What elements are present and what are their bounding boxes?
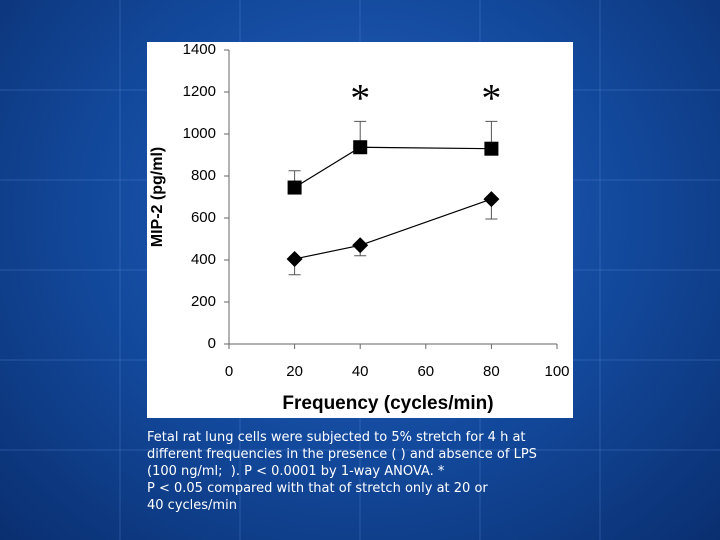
caption: Fetal rat lung cells were subjected to 5… [147,429,587,514]
y-tick-label: 0 [208,335,216,352]
x-tick-label: 80 [483,363,500,380]
x-axis-label: Frequency (cycles/min) [282,393,493,414]
annotation: * [481,76,501,121]
x-tick-label: 100 [544,363,569,380]
x-tick-label: 40 [352,363,369,380]
caption-line: P < 0.05 compared with that of stretch o… [147,481,488,496]
y-tick-label: 800 [191,167,216,184]
caption-line: 40 cycles/min [147,498,237,513]
y-tick-label: 1200 [183,83,216,100]
marker [483,191,500,208]
caption-line: different frequencies in the presence ( … [147,447,537,462]
marker [484,141,499,156]
x-tick-label: 20 [286,363,303,380]
annotation: * [350,76,370,121]
y-axis-label: MIP-2 (pg/ml) [149,147,166,247]
marker [352,237,369,254]
y-tick-label: 1000 [183,125,216,142]
marker [353,140,368,155]
y-tick-label: 200 [191,293,216,310]
caption-line: Fetal rat lung cells were subjected to 5… [147,430,526,445]
y-tick-label: 600 [191,209,216,226]
caption-line: (100 ng/ml; ). P < 0.0001 by 1-way ANOVA… [147,464,445,479]
y-tick-label: 1400 [183,41,216,58]
x-tick-label: 0 [225,363,233,380]
chart-panel [147,42,573,418]
y-tick-label: 400 [191,251,216,268]
marker [287,180,302,195]
marker [286,250,303,267]
x-tick-label: 60 [417,363,434,380]
